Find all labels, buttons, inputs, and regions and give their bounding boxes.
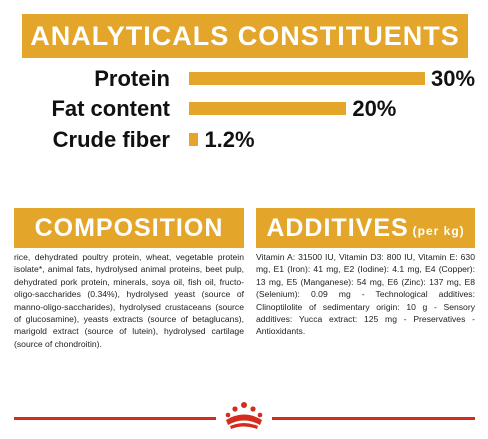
fat-content-value: 20% [352,96,397,121]
additives-header: ADDITIVES (per kg) [256,208,475,248]
protein-bar [189,72,425,85]
composition-header: COMPOSITION [14,208,244,248]
additives-text: Vitamin A: 31500 IU, Vitamin D3: 800 IU,… [256,252,475,337]
crude-fiber-label: Crude fiber [52,127,170,152]
composition-text: rice, dehydrated poultry protein, wheat,… [14,252,244,349]
additives-title: ADDITIVES [266,213,409,242]
protein-label: Protein [94,66,170,91]
analytics-title: ANALYTICALS CONSTITUENTS [30,20,460,51]
royal-canin-crown-icon [216,400,272,434]
crude-fiber-bar [189,133,199,146]
crude-fiber-value: 1.2% [204,127,255,152]
fat-content-bar [189,102,347,115]
composition-title: COMPOSITION [34,213,224,242]
additives-unit: (per kg) [412,224,465,238]
fat-content-label: Fat content [51,96,170,121]
analytics-header: ANALYTICALS CONSTITUENTS [22,14,468,58]
protein-value: 30% [431,66,476,91]
